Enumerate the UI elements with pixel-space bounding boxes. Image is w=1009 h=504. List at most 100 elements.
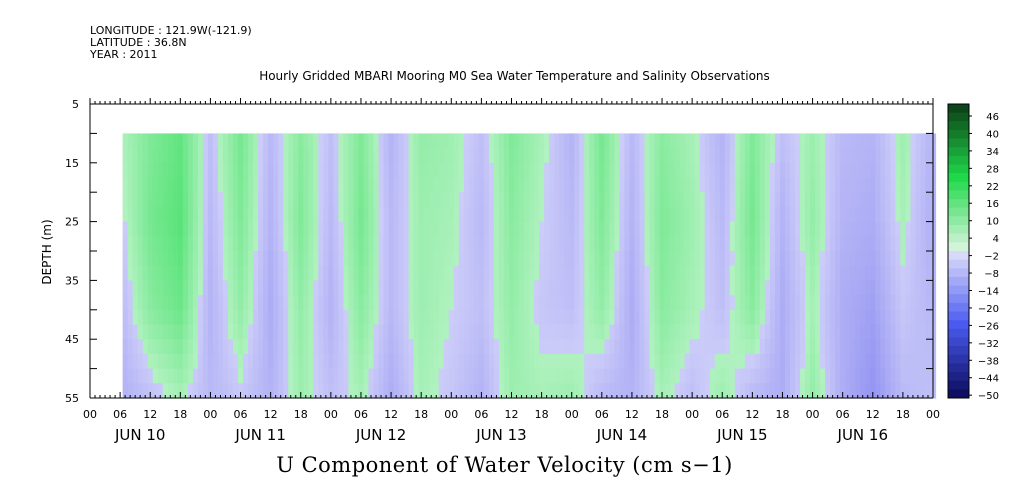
heat-cell [483,309,490,326]
heat-cell [373,383,380,399]
heat-cell [142,148,149,164]
heat-cell [779,162,786,179]
heat-cell [669,162,676,179]
heat-cell [810,221,816,237]
heat-cell [222,251,229,267]
heat-cell [514,236,520,252]
heat-cell [714,339,721,355]
heat-cell [845,206,851,223]
heat-cell [759,236,766,252]
heat-cell [418,295,425,311]
heat-cell [348,177,355,193]
heat-cell [473,162,480,179]
heat-cell [825,162,831,179]
heat-cell [524,177,530,193]
heat-cell [714,148,721,164]
heat-cell [744,368,751,384]
heat-cell [192,236,199,252]
heat-cell [764,192,771,208]
heat-cell [373,133,380,149]
heat-cell [318,206,324,223]
heat-cell [182,236,189,252]
heat-cell [132,383,139,399]
heat-cell [830,206,836,223]
heat-cell [699,339,706,355]
heat-cell [408,353,415,370]
heat-cell [278,339,284,355]
heat-cell [353,236,360,252]
heat-cell [348,148,355,164]
heat-cell [283,353,289,370]
heat-cell [463,265,470,281]
heat-cell [815,309,821,326]
heat-cell [554,265,560,281]
heat-cell [539,324,545,340]
heat-cell [774,309,781,326]
heat-cell [534,206,540,223]
x-tick-label: 18 [294,408,308,421]
heat-cell [559,192,565,208]
heat-cell [554,221,560,237]
heat-cell [288,324,294,340]
heat-cell [679,133,686,149]
heat-cell [739,133,746,149]
heat-cell [810,295,816,311]
heat-cell [684,353,691,370]
heat-cell [132,368,139,384]
heat-cell [925,133,932,149]
heat-cell [604,148,610,164]
heat-cell [549,324,555,340]
heat-cell [182,339,189,355]
heat-cell [639,309,646,326]
heat-cell [830,295,836,311]
heat-cell [714,251,721,267]
heat-cell [453,295,460,311]
heat-cell [378,309,385,326]
heat-cell [142,221,149,237]
heat-cell [473,295,480,311]
heat-cell [579,162,585,179]
heat-cell [443,251,450,267]
heat-cell [704,236,711,252]
heat-cell [524,280,530,296]
heat-cell [202,280,209,296]
heat-cell [870,309,876,326]
heat-cell [187,206,194,223]
heat-cell [348,339,355,355]
heat-cell [569,221,575,237]
heat-cell [378,148,385,164]
heat-cell [759,133,766,149]
heat-cell [142,251,149,267]
heat-cell [132,251,139,267]
heat-cell [679,353,686,370]
heat-cell [207,192,214,208]
heat-cell [629,251,636,267]
heat-cell [222,295,229,311]
heat-cell [835,339,841,355]
heat-cell [749,221,756,237]
heat-cell [263,324,269,340]
heat-cell [177,265,184,281]
heat-cell [338,295,344,311]
heat-cell [142,324,149,340]
heat-cell [383,192,390,208]
y-tick-label: 45 [65,333,79,346]
heat-cell [684,236,691,252]
colorbar-label: 28 [986,164,999,175]
heat-cell [574,133,580,149]
heat-cell [172,206,179,223]
heat-cell [187,295,194,311]
heat-cell [734,368,741,384]
heat-cell [217,265,224,281]
heat-cell [258,162,264,179]
heat-cell [835,221,841,237]
heat-cell [423,339,430,355]
heat-cell [177,192,184,208]
heat-cell [182,221,189,237]
heat-cell [519,383,525,399]
heat-cell [167,206,174,223]
heat-cell [418,236,425,252]
heat-cell [197,324,204,340]
heat-cell [589,280,595,296]
heat-cell [298,353,304,370]
